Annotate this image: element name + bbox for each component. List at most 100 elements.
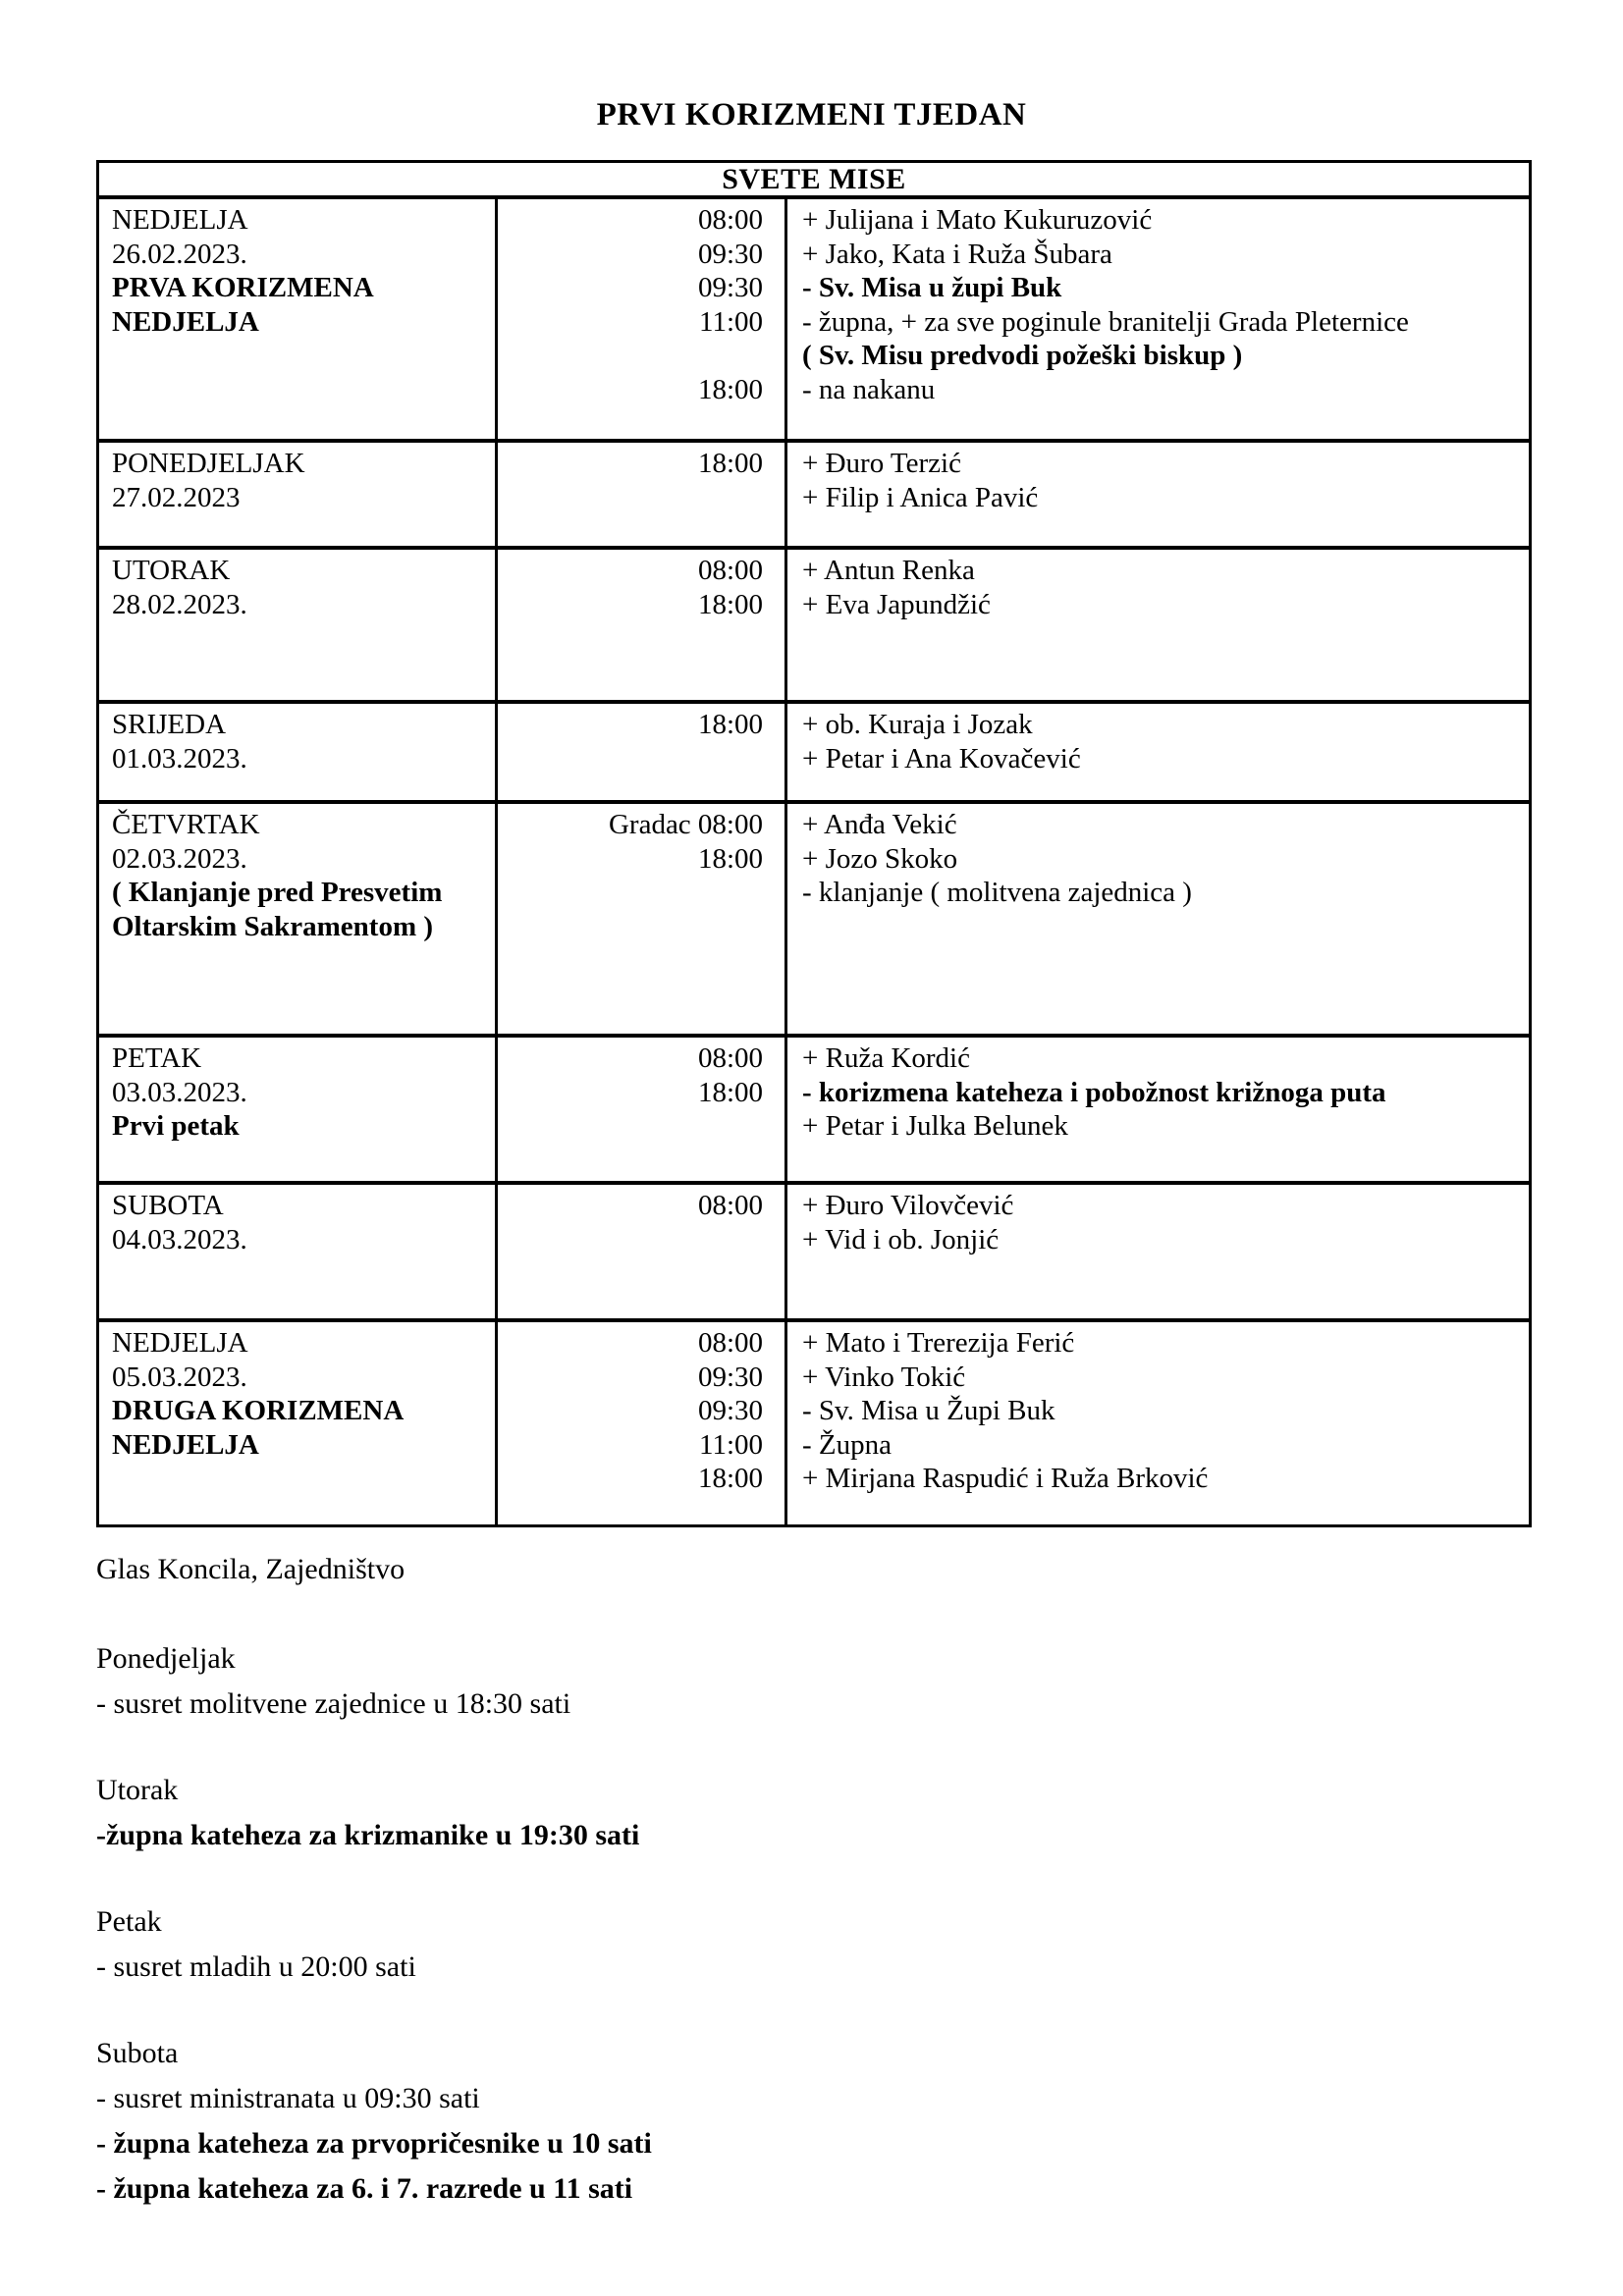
day-line: ČETVRTAK [112,809,260,840]
time-line: 18:00 [697,709,763,740]
intention-line: + Petar i Julka Belunek [802,1110,1068,1142]
day-line: PRVA KORIZMENA [112,272,374,303]
time-line: 18:00 [697,1463,763,1494]
day-line: 01.03.2023. [112,742,247,774]
day-line: ( Klanjanje pred Presvetim [112,877,443,908]
intention-cell: + Đuro Vilovčević + Vid i ob. Jonjić [787,1185,1529,1318]
intention-line: + Vid i ob. Jonjić [802,1223,1000,1255]
day-line: NEDJELJA [112,1327,248,1359]
intention-cell: + ob. Kuraja i Jozak + Petar i Ana Kovače… [787,704,1529,800]
time-cell: 08:00 18:00 [498,1038,787,1181]
time-line: Gradac 08:00 [608,809,763,840]
time-line: 08:00 [697,1327,763,1359]
time-line: 18:00 [697,448,763,479]
intention-line: - župna, + za sve poginule branitelji Gr… [802,305,1409,338]
intention-line: - Sv. Misa u Župi Buk [802,1395,1055,1426]
day-line: PONEDJELJAK [112,448,305,479]
time-line: 18:00 [697,373,763,405]
intention-cell: + Mato i Trerezija Ferić + Vinko Tokić - S… [787,1322,1529,1524]
intention-line: - klanjanje ( molitvena zajednica ) [802,877,1192,908]
day-cell: ČETVRTAK 02.03.2023.( Klanjanje pred Pres… [99,804,498,1034]
intention-line: + Đuro Terzić [802,448,961,479]
time-line: 09:30 [697,1361,763,1393]
note-line: -župna kateheza za krizmanike u 19:30 sa… [96,1819,640,1851]
time-line: 09:30 [697,272,763,303]
day-line: 02.03.2023. [112,842,247,875]
day-line: 26.02.2023. [112,238,247,270]
intention-line: + Mirjana Raspudić i Ruža Brković [802,1463,1209,1494]
day-line: NEDJELJA [112,305,259,338]
intention-line: ( Sv. Misu predvodi požeški biskup ) [802,340,1243,371]
table-row: ČETVRTAK 02.03.2023.( Klanjanje pred Pres… [99,804,1529,1038]
table-row: SUBOTA 04.03.2023. 08:00 + Đuro Vilovčević +… [99,1185,1529,1322]
time-cell: 08:00 18:00 [498,550,787,700]
table-row: PONEDJELJAK 27.02.2023 18:00 + Đuro Terzić +… [99,443,1529,550]
time-line: 09:30 [697,238,763,270]
time-line: 18:00 [697,842,763,875]
time-line: 18:00 [697,588,763,620]
page-title: PRVI KORIZMENI TJEDAN [596,97,1027,133]
table-row: SRIJEDA 01.03.2023. 18:00 + ob. Kuraja i Jo… [99,704,1529,804]
day-line: 03.03.2023. [112,1076,247,1108]
intention-line: + Petar i Ana Kovačević [802,742,1081,774]
time-line: 08:00 [697,555,763,586]
table-header-label: SVETE MISE [722,163,906,195]
day-line: Prvi petak [112,1110,240,1142]
intention-cell: + Julijana i Mato Kukuruzović + Jako, Kat… [787,199,1529,439]
day-cell: UTORAK 28.02.2023. [99,550,498,700]
time-line: 08:00 [697,1190,763,1221]
note-line: Subota [96,2037,179,2069]
day-line: NEDJELJA [112,1428,259,1461]
time-cell: 18:00 [498,443,787,546]
intention-line: - na nakanu [802,373,936,405]
time-line [498,339,763,373]
day-line: Oltarskim Sakramentom ) [112,910,434,942]
day-cell: NEDJELJA 05.03.2023. DRUGA KORIZMENA NEDJEL… [99,1322,498,1524]
time-line: 18:00 [697,1076,763,1108]
day-line: DRUGA KORIZMENA [112,1395,405,1426]
intention-cell: + Antun Renka + Eva Japundžić [787,550,1529,700]
table-row: NEDJELJA 05.03.2023. DRUGA KORIZMENA NEDJEL… [99,1322,1529,1524]
mass-table-body: NEDJELJA 26.02.2023. PRVA KORIZMENA NEDJELJ… [99,199,1529,1524]
note-line: - župna kateheza za prvopričesnike u 10 … [96,2127,652,2160]
intention-line: + Filip i Anica Pavić [802,481,1039,513]
time-cell: 18:00 [498,704,787,800]
note-line: Ponedjeljak [96,1642,236,1675]
intention-line: + Mato i Trerezija Ferić [802,1327,1075,1359]
table-row: UTORAK 28.02.2023. 08:00 18:00 + Antun Renka… [99,550,1529,704]
note-line: Petak [96,1905,162,1938]
table-row: PETAK 03.03.2023. Prvi petak 08:00 18:00 + Ru… [99,1038,1529,1185]
note-line: - župna kateheza za 6. i 7. razrede u 11… [96,2172,633,2205]
day-cell: SUBOTA 04.03.2023. [99,1185,498,1318]
time-cell: 08:00 [498,1185,787,1318]
intention-line: + Jako, Kata i Ruža Šubara [802,238,1112,270]
day-cell: NEDJELJA 26.02.2023. PRVA KORIZMENA NEDJELJ… [99,199,498,439]
intention-line: + Eva Japundžić [802,588,991,620]
intention-cell: + Đuro Terzić + Filip i Anica Pavić [787,443,1529,546]
time-cell: 08:00 09:30 09:30 11:00 18:00 [498,199,787,439]
day-line: 04.03.2023. [112,1223,247,1255]
intention-line: + Julijana i Mato Kukuruzović [802,204,1153,236]
note-line: - susret mladih u 20:00 sati [96,1950,416,1983]
note-line: Utorak [96,1774,179,1806]
time-line: 08:00 [697,204,763,236]
day-line: 27.02.2023 [112,481,241,513]
time-line: 09:30 [697,1395,763,1426]
note-line: - susret ministranata u 09:30 sati [96,2082,480,2114]
note-line: Glas Koncila, Zajedništvo [96,1553,406,1585]
day-line: NEDJELJA [112,204,248,236]
note-line: - susret molitvene zajednice u 18:30 sat… [96,1687,571,1720]
day-line: SUBOTA [112,1190,224,1221]
intention-line: + Ruža Kordić [802,1042,970,1074]
intention-line: + Anđa Vekić [802,809,957,840]
day-line: PETAK [112,1042,202,1074]
day-cell: SRIJEDA 01.03.2023. [99,704,498,800]
intention-line: + Vinko Tokić [802,1361,966,1393]
intention-line: - korizmena kateheza i pobožnost križnog… [802,1076,1386,1108]
intention-line: + Antun Renka [802,555,975,586]
day-line: UTORAK [112,555,231,586]
table-header: SVETE MISE [99,163,1529,199]
intention-line: - Sv. Misa u župi Buk [802,272,1062,303]
table-row: NEDJELJA 26.02.2023. PRVA KORIZMENA NEDJELJ… [99,199,1529,443]
